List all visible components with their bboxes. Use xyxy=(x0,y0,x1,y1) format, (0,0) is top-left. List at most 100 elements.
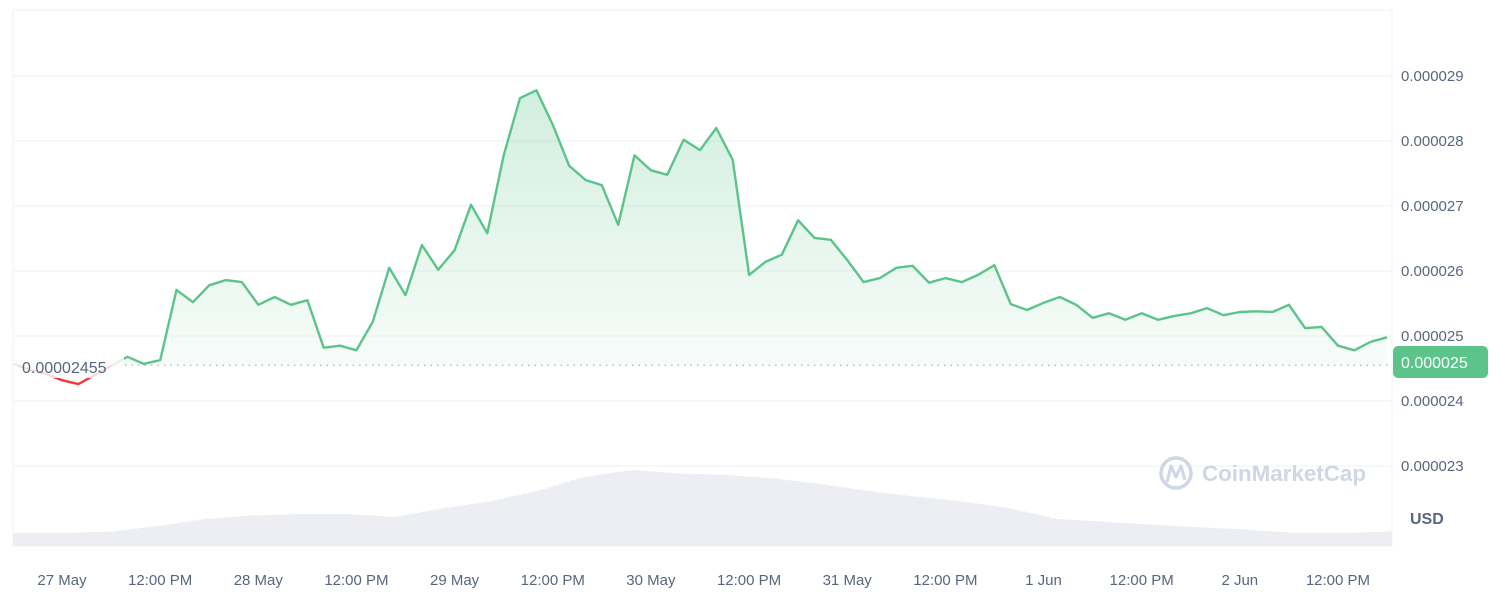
volume-bar xyxy=(690,473,697,546)
y-tick-label: 0.000026 xyxy=(1401,263,1464,280)
volume-bar xyxy=(1158,525,1165,546)
x-tick-label: 30 May xyxy=(626,572,676,589)
volume-bar xyxy=(306,514,314,546)
volume-bar xyxy=(444,507,451,546)
volume-bar xyxy=(246,515,254,546)
volume-bar xyxy=(13,533,20,546)
volume-bar xyxy=(312,514,320,546)
volume-bar xyxy=(354,514,362,546)
volume-bar xyxy=(330,514,338,546)
volume-bar xyxy=(396,516,404,546)
volume-bar xyxy=(732,475,739,546)
volume-bar xyxy=(504,497,511,546)
x-tick-label: 12:00 PM xyxy=(521,572,585,589)
volume-bar xyxy=(1056,519,1063,546)
volume-bar xyxy=(450,506,457,546)
volume-bar xyxy=(108,531,116,546)
volume-bar xyxy=(930,498,937,546)
volume-bar xyxy=(546,487,553,546)
volume-bar xyxy=(48,533,56,546)
volume-bar xyxy=(288,514,296,546)
volume-bar xyxy=(954,500,961,546)
volume-bar xyxy=(618,471,625,546)
coinmarketcap-logo-mark xyxy=(1165,464,1187,483)
volume-bar xyxy=(402,514,410,546)
volume-bar xyxy=(270,514,278,546)
x-tick-label: 12:00 PM xyxy=(913,572,977,589)
volume-bar xyxy=(1152,524,1159,546)
volume-bar xyxy=(660,472,667,546)
volume-bar xyxy=(414,512,422,546)
volume-bar xyxy=(570,480,577,546)
volume-bar xyxy=(480,502,487,546)
volume-bar xyxy=(174,523,182,546)
volume-bar xyxy=(1368,532,1375,546)
volume-bar xyxy=(1218,528,1225,546)
volume-bar xyxy=(420,511,427,546)
volume-bar xyxy=(342,514,350,546)
volume-bar xyxy=(258,515,266,546)
current-price-badge xyxy=(1393,346,1488,378)
currency-unit: USD xyxy=(1410,511,1444,528)
current-price-label: 0.000025 xyxy=(1401,355,1468,372)
baseline-label-bg xyxy=(14,352,124,378)
volume-bar xyxy=(672,473,679,546)
volume-bar xyxy=(612,472,619,546)
volume-bar xyxy=(36,533,44,546)
volume-bar xyxy=(1272,531,1279,546)
volume-bar xyxy=(642,471,649,546)
volume-bar xyxy=(1266,531,1273,546)
volume-bar xyxy=(870,491,877,546)
volume-bar xyxy=(684,473,691,546)
volume-bar xyxy=(744,476,751,546)
volume-bar xyxy=(540,488,547,546)
volume-bar xyxy=(582,476,589,546)
volume-bar xyxy=(162,524,170,546)
volume-bar xyxy=(564,481,571,546)
volume-bar xyxy=(90,532,98,546)
volume-bar xyxy=(666,472,673,546)
volume-bar xyxy=(906,495,913,546)
volume-bar xyxy=(552,485,559,546)
volume-bar xyxy=(1128,523,1135,546)
volume-bar xyxy=(918,497,925,546)
volume-bar xyxy=(1032,514,1039,546)
volume-bar xyxy=(432,509,439,546)
volume-bar xyxy=(1302,533,1309,546)
volume-bar xyxy=(168,523,176,546)
volume-bar xyxy=(924,497,931,546)
volume-bar xyxy=(18,533,26,546)
volume-bar xyxy=(126,529,134,546)
volume-bar xyxy=(834,486,841,546)
volume-bar xyxy=(300,514,308,546)
volume-bar xyxy=(1314,533,1321,546)
volume-bar xyxy=(318,514,326,546)
volume-bar xyxy=(228,517,236,546)
volume-bar xyxy=(138,527,146,546)
volume-bar xyxy=(1182,526,1189,546)
volume-bar xyxy=(1284,532,1291,546)
volume-bar xyxy=(1140,524,1147,546)
volume-bar xyxy=(456,505,463,546)
volume-bar xyxy=(150,526,158,546)
volume-bar xyxy=(360,515,368,546)
volume-bar xyxy=(1074,520,1081,546)
volume-bar xyxy=(822,484,829,546)
volume-bar xyxy=(594,475,601,546)
volume-bar xyxy=(1362,532,1369,546)
volume-bar xyxy=(1176,526,1183,546)
volume-bar xyxy=(372,515,380,546)
volume-bar xyxy=(984,505,991,546)
volume-bar xyxy=(1320,533,1327,546)
volume-bar xyxy=(738,476,745,546)
x-tick-label: 2 Jun xyxy=(1221,572,1258,589)
volume-bar xyxy=(1104,521,1111,546)
volume-bar xyxy=(198,519,206,546)
volume-bar xyxy=(1350,532,1357,546)
volume-bar xyxy=(750,476,757,546)
volume-bar xyxy=(996,506,1003,546)
volume-bar xyxy=(492,500,499,546)
x-tick-label: 28 May xyxy=(234,572,284,589)
volume-bar xyxy=(474,503,481,546)
